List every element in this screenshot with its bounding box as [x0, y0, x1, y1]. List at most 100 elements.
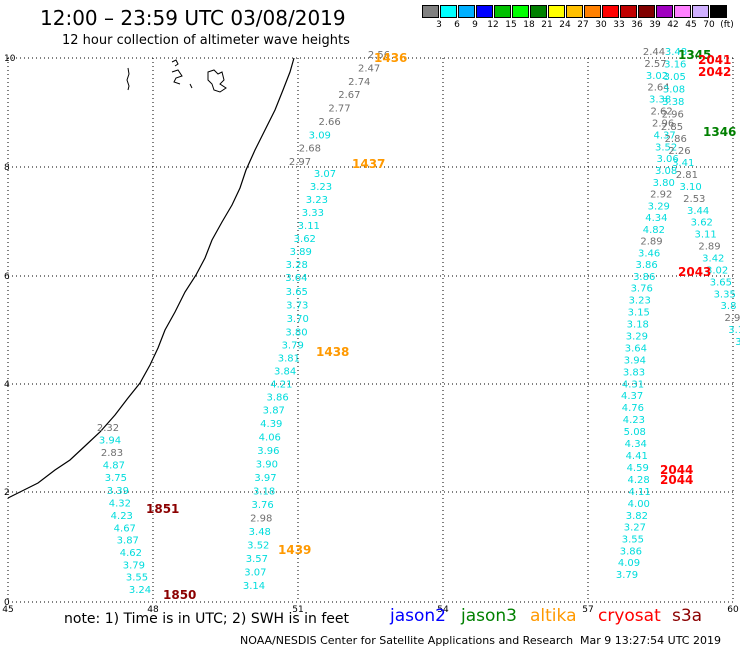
legend-swatch — [476, 5, 493, 18]
pass-number-label: 1345 — [678, 48, 711, 62]
wave-height-value: 4.23 — [111, 511, 133, 522]
wave-height-value: 5.08 — [624, 427, 646, 438]
wave-height-value: 3.76 — [631, 284, 653, 295]
legend-label: 6 — [454, 20, 460, 30]
pass-number-label: 1850 — [163, 588, 196, 602]
wave-height-value: 3.86 — [633, 272, 655, 283]
wave-height-value: 3.89 — [290, 247, 312, 258]
legend-swatch — [710, 5, 727, 18]
y-tick-label: 0 — [4, 598, 10, 608]
wave-height-value: 2.9 — [724, 313, 740, 324]
wave-height-value: 3.14 — [243, 581, 265, 592]
pass-number-label: 1851 — [146, 502, 179, 516]
wave-height-value: 2.68 — [299, 144, 321, 155]
map-subtitle: 12 hour collection of altimeter wave hei… — [62, 33, 350, 48]
wave-height-value: 3.64 — [625, 343, 647, 354]
map-title: 12:00 – 23:59 UTC 03/08/2019 — [40, 6, 346, 30]
wave-height-value: 3.23 — [629, 296, 651, 307]
wave-height-value: 3.11 — [298, 221, 320, 232]
legend-swatch — [494, 5, 511, 18]
wave-height-value: 3.87 — [117, 536, 139, 547]
wave-height-value: 3.76 — [251, 500, 273, 511]
wave-height-value: 3.8 — [721, 301, 737, 312]
wave-height-value: 2.92 — [650, 190, 672, 201]
wave-height-value: 3.80 — [285, 327, 307, 338]
y-tick-label: 2 — [4, 488, 10, 498]
wave-height-value: 3.29 — [648, 201, 670, 212]
wave-height-value: 2.44 — [643, 47, 665, 58]
wave-height-value: 3.16 — [664, 60, 686, 71]
wave-height-value: 3.65 — [710, 277, 732, 288]
wave-height-value: 4.67 — [114, 523, 136, 534]
wave-height-value: 3.82 — [626, 511, 648, 522]
wave-height-value: 2.83 — [101, 448, 123, 459]
credit-line: NOAA/NESDIS Center for Satellite Applica… — [240, 634, 574, 647]
satellite-legend-jason2: jason2 — [390, 606, 446, 626]
wave-height-value: 3.33 — [302, 208, 324, 219]
wave-height-value: 3.02 — [706, 265, 728, 276]
wave-height-value: 3.80 — [653, 178, 675, 189]
wave-height-value: 2.81 — [676, 170, 698, 181]
wave-height-value: 3.84 — [274, 367, 296, 378]
wave-height-value: 3.73 — [286, 300, 308, 311]
wave-height-value: 3.52 — [655, 142, 677, 153]
x-tick-label: 51 — [292, 605, 303, 615]
wave-height-value: 2.74 — [348, 77, 370, 88]
wave-height-value: 3.08 — [663, 85, 685, 96]
satellite-legend-cryosat: cryosat — [598, 606, 661, 626]
legend-label: 33 — [613, 20, 625, 30]
footer-note: note: 1) Time is in UTC; 2) SWH is in fe… — [64, 611, 350, 627]
wave-height-value: 3.62 — [691, 218, 713, 229]
wave-height-value: 3.10 — [679, 182, 701, 193]
wave-height-value: 4.34 — [645, 213, 667, 224]
wave-height-value: 3.18 — [627, 319, 649, 330]
wave-height-value: 4.37 — [653, 130, 675, 141]
legend-label: 9 — [472, 20, 478, 30]
legend-label: 45 — [685, 20, 697, 30]
pass-number-label: 2042 — [698, 65, 731, 79]
wave-height-value: 3.18 — [253, 487, 275, 498]
pass-number-label: 1438 — [316, 345, 349, 359]
wave-height-value: 3.42 — [702, 254, 724, 265]
legend-swatch — [440, 5, 457, 18]
legend-swatch — [638, 5, 655, 18]
wave-height-value: 3.11 — [694, 230, 716, 241]
legend-label: 27 — [577, 20, 589, 30]
wave-height-value: 3.15 — [628, 307, 650, 318]
x-tick-label: 57 — [582, 605, 593, 615]
legend-label: 3 — [436, 20, 442, 30]
pass-number-label: 1346 — [703, 125, 736, 139]
satellite-legend-jason3: jason3 — [461, 606, 517, 626]
wave-height-value: 3.64 — [285, 273, 307, 284]
wave-height-value: 3.28 — [286, 260, 308, 271]
wave-height-value: 3.06 — [656, 154, 678, 165]
wave-height-value: 3.05 — [664, 72, 686, 83]
wave-height-value: 2.96 — [652, 119, 674, 130]
wave-height-value: 4.59 — [627, 463, 649, 474]
wave-height-value: 4.62 — [120, 548, 142, 559]
wave-height-value: 3.08 — [655, 166, 677, 177]
legend-label: 15 — [505, 20, 517, 30]
y-tick-label: 8 — [4, 163, 10, 173]
wave-height-value: 3. — [735, 337, 740, 348]
wave-height-value: 3.62 — [294, 234, 316, 245]
wave-height-value: 3.41 — [672, 158, 694, 169]
wave-height-value: 3.79 — [282, 340, 304, 351]
wave-height-value: 2.98 — [250, 514, 272, 525]
wave-height-value: 3.52 — [247, 541, 269, 552]
wave-height-value: 4.09 — [618, 558, 640, 569]
wave-height-value: 3.02 — [646, 71, 668, 82]
legend-swatch — [530, 5, 547, 18]
legend-label: 30 — [595, 20, 607, 30]
wave-height-value: 4.34 — [625, 439, 647, 450]
coastline — [7, 57, 295, 499]
wave-height-value: 3.27 — [624, 523, 646, 534]
wave-height-value: 2.57 — [644, 59, 666, 70]
axis-labels: 45 48 51 54 57 60 0 2 4 6 8 10 — [2, 54, 739, 615]
pass-number-label: 2041 — [698, 53, 731, 67]
legend-label: 24 — [559, 20, 571, 30]
wave-height-value: 2.62 — [650, 107, 672, 118]
wave-height-value: 4.76 — [622, 403, 644, 414]
wave-height-value: 2.26 — [668, 146, 690, 157]
